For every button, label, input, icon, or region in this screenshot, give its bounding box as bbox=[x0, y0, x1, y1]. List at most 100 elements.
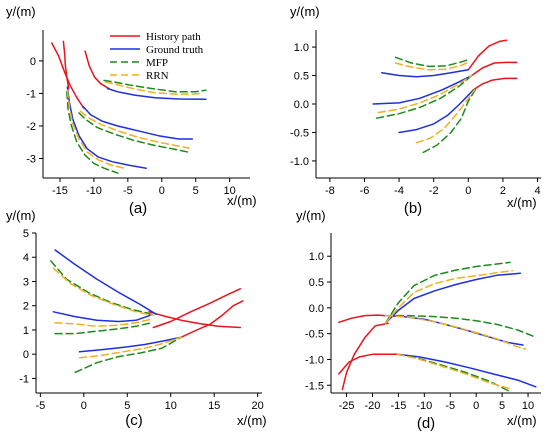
rrn-path bbox=[394, 61, 470, 71]
history-path bbox=[84, 50, 110, 90]
x-axis-label: x/(m) bbox=[507, 195, 537, 210]
panel-a: -15 -10 -5 0 5 10 0 -1 -2 -3 y/(m) x/(m) (a) History … bbox=[6, 4, 257, 217]
panel-label: (a) bbox=[129, 200, 147, 217]
x-tick-label: 10 bbox=[224, 185, 236, 197]
legend-label: MFP bbox=[146, 57, 168, 69]
x-tick-label: 2 bbox=[500, 185, 506, 197]
mfp-path bbox=[78, 112, 189, 153]
x-tick-label: -10 bbox=[86, 185, 102, 197]
history-path bbox=[180, 300, 244, 338]
truth-path bbox=[384, 314, 524, 346]
y-axis-label: y/(m) bbox=[6, 4, 36, 19]
rrn-path bbox=[377, 74, 473, 114]
history-path bbox=[62, 40, 70, 90]
y-tick-label: 0.5 bbox=[294, 71, 309, 83]
x-tick-label: -20 bbox=[365, 400, 381, 412]
y-tick-label: 3 bbox=[23, 276, 29, 288]
x-tick-label: 10 bbox=[165, 400, 177, 412]
x-tick-label: 10 bbox=[522, 400, 534, 412]
y-tick-label: 0.5 bbox=[309, 277, 324, 289]
y-tick-label: 5 bbox=[23, 228, 29, 240]
truth-path bbox=[66, 86, 147, 169]
y-tick-label: -1.0 bbox=[305, 354, 324, 366]
truth-path bbox=[381, 69, 470, 78]
x-tick-label: -5 bbox=[35, 400, 45, 412]
y-axis-label: y/(m) bbox=[290, 4, 320, 19]
y-tick-label: -3 bbox=[26, 153, 36, 165]
panel-d: -25 -20 -15 -10 -5 0 5 10 1.0 0.5 0.0 -0.5 -1.0 -1.5 y… bbox=[296, 208, 541, 432]
mfp-path bbox=[384, 314, 534, 337]
mfp-path bbox=[103, 79, 207, 93]
x-tick-label: -2 bbox=[429, 185, 439, 197]
y-tick-label: -0.5 bbox=[305, 329, 324, 341]
y-axis-label: y/(m) bbox=[6, 208, 36, 223]
rrn-path bbox=[104, 81, 204, 95]
y-tick-label: -0.5 bbox=[290, 127, 309, 139]
y-axis-label: y/(m) bbox=[296, 208, 326, 223]
mfp-path bbox=[54, 321, 153, 335]
y-tick-label: -1 bbox=[26, 88, 36, 100]
truth-path bbox=[396, 353, 537, 388]
truth-path bbox=[52, 311, 151, 323]
mfp-path bbox=[396, 353, 511, 393]
y-tick-label: 0.0 bbox=[294, 99, 309, 111]
history-path bbox=[338, 314, 387, 324]
panel-label: (d) bbox=[417, 415, 435, 432]
y-tick-label: 0 bbox=[23, 349, 29, 361]
x-tick-label: -15 bbox=[52, 185, 68, 197]
truth-path bbox=[372, 74, 473, 105]
x-tick-label: 5 bbox=[124, 400, 130, 412]
history-path bbox=[338, 353, 399, 375]
y-tick-label: 0 bbox=[30, 56, 36, 68]
truth-path bbox=[78, 336, 182, 353]
y-tick-label: 1 bbox=[23, 325, 29, 337]
truth-path bbox=[54, 249, 157, 315]
x-tick-label: -6 bbox=[360, 185, 370, 197]
panel-b: -8 -6 -4 -2 0 2 4 1.0 0.5 0.0 -0.5 -1.0 y/(m) x/(m) (b… bbox=[290, 4, 541, 217]
mfp-path bbox=[50, 260, 155, 317]
y-tick-label: 1.0 bbox=[294, 42, 309, 54]
x-tick-label: 0 bbox=[473, 400, 479, 412]
truth-path bbox=[384, 272, 522, 325]
panel-label: (b) bbox=[404, 200, 422, 217]
x-tick-label: 15 bbox=[208, 400, 220, 412]
x-tick-label: 0 bbox=[81, 400, 87, 412]
rrn-path bbox=[79, 110, 190, 149]
mfp-path bbox=[74, 336, 182, 374]
rrn-path bbox=[384, 269, 514, 325]
y-tick-label: 1.0 bbox=[309, 251, 324, 263]
history-path bbox=[152, 288, 242, 329]
history-path bbox=[341, 322, 389, 391]
x-axis-label: x/(m) bbox=[227, 193, 257, 208]
x-tick-label: -4 bbox=[394, 185, 404, 197]
x-tick-label: -5 bbox=[445, 400, 455, 412]
x-tick-label: -25 bbox=[339, 400, 355, 412]
y-tick-label: 0.0 bbox=[309, 303, 324, 315]
truth-path bbox=[82, 105, 194, 140]
history-path bbox=[467, 39, 508, 71]
x-axis-label: x/(m) bbox=[507, 413, 537, 428]
rrn-path bbox=[66, 89, 126, 169]
x-tick-label: 0 bbox=[465, 185, 471, 197]
x-axis-label: x/(m) bbox=[237, 413, 267, 428]
mfp-path bbox=[422, 89, 476, 154]
mfp-path bbox=[66, 91, 119, 174]
history-path bbox=[148, 311, 242, 329]
truth-path bbox=[398, 89, 475, 134]
mfp-path bbox=[375, 74, 473, 119]
x-tick-label: 0 bbox=[159, 185, 165, 197]
history-path bbox=[472, 77, 518, 91]
y-tick-label: 4 bbox=[23, 252, 29, 264]
rrn-path bbox=[384, 314, 527, 350]
x-tick-label: 5 bbox=[499, 400, 505, 412]
truth-path bbox=[106, 87, 207, 101]
history-path bbox=[471, 61, 518, 77]
x-tick-label: -15 bbox=[390, 400, 406, 412]
mfp-path bbox=[384, 261, 511, 325]
y-tick-label: 2 bbox=[23, 301, 29, 313]
y-tick-label: -1 bbox=[19, 373, 29, 385]
panel-label: (c) bbox=[125, 412, 143, 429]
